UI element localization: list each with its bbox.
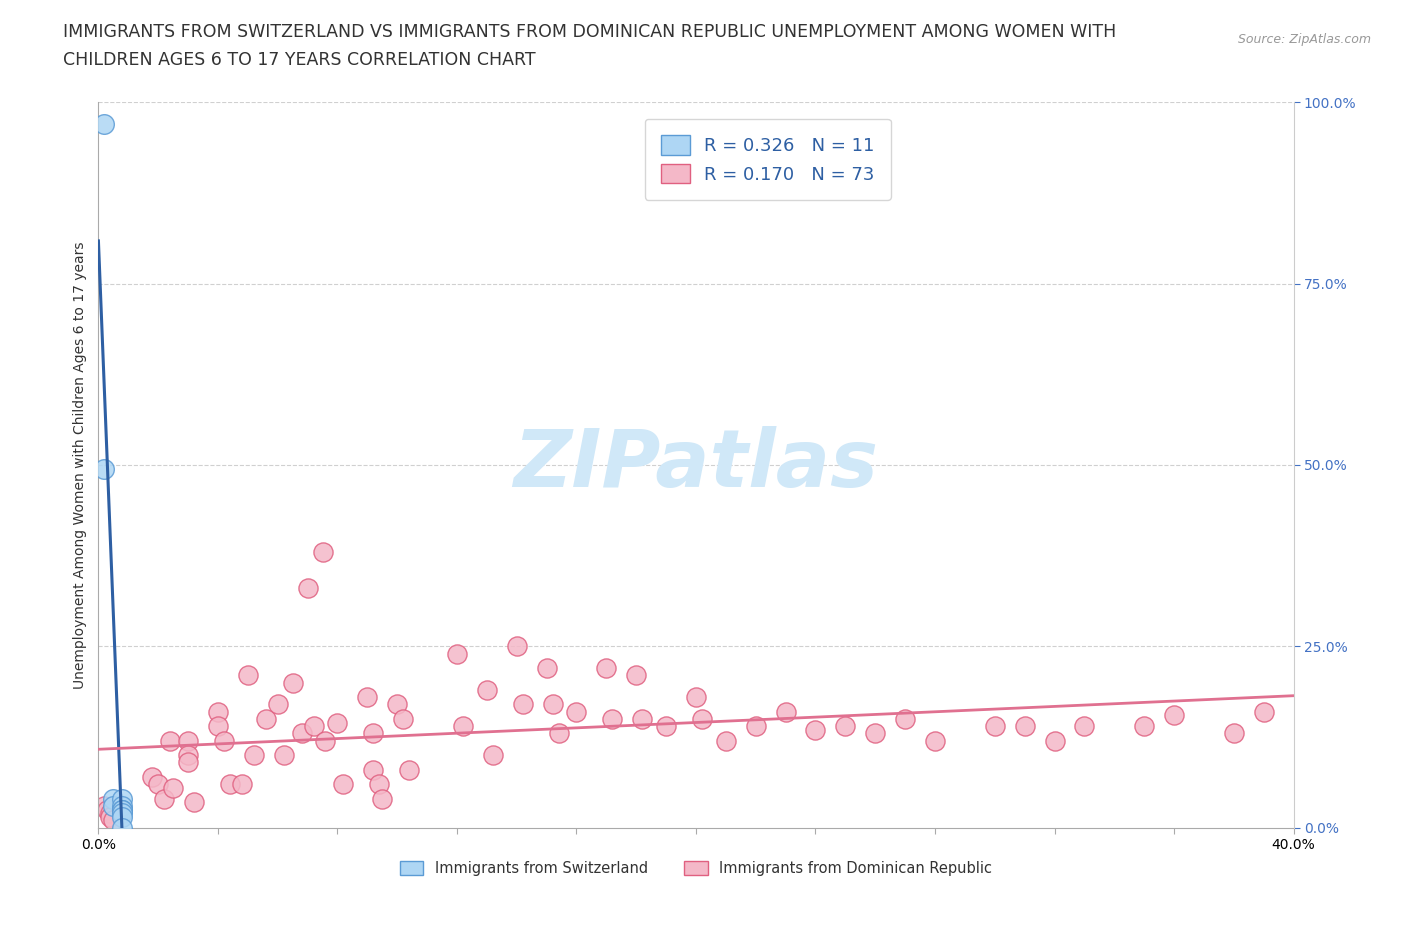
Point — [207, 719, 229, 734]
Point — [98, 805, 122, 820]
Point — [177, 733, 200, 748]
Point — [236, 668, 259, 683]
Point — [506, 639, 529, 654]
Text: ZIPatlas: ZIPatlas — [513, 426, 879, 504]
Point — [111, 791, 134, 806]
Point — [207, 704, 229, 719]
Point — [159, 733, 181, 748]
Text: Source: ZipAtlas.com: Source: ZipAtlas.com — [1237, 33, 1371, 46]
Point — [103, 813, 125, 828]
Point — [924, 733, 946, 748]
Point — [219, 777, 242, 791]
Point — [363, 726, 385, 741]
Legend: Immigrants from Switzerland, Immigrants from Dominican Republic: Immigrants from Switzerland, Immigrants … — [394, 856, 998, 882]
Point — [745, 719, 768, 734]
Point — [865, 726, 887, 741]
Point — [1043, 733, 1066, 748]
Point — [111, 802, 134, 817]
Point — [148, 777, 170, 791]
Point — [392, 711, 415, 726]
Point — [371, 791, 394, 806]
Point — [602, 711, 624, 726]
Text: CHILDREN AGES 6 TO 17 YEARS CORRELATION CHART: CHILDREN AGES 6 TO 17 YEARS CORRELATION … — [63, 51, 536, 69]
Point — [98, 809, 122, 824]
Point — [1014, 719, 1036, 734]
Y-axis label: Unemployment Among Women with Children Ages 6 to 17 years: Unemployment Among Women with Children A… — [73, 241, 87, 689]
Point — [297, 581, 319, 596]
Point — [631, 711, 654, 726]
Point — [1223, 726, 1246, 741]
Point — [93, 461, 115, 476]
Point — [451, 719, 474, 734]
Point — [804, 723, 827, 737]
Point — [690, 711, 713, 726]
Point — [626, 668, 648, 683]
Point — [243, 748, 266, 763]
Point — [1163, 708, 1185, 723]
Point — [141, 769, 163, 784]
Point — [1073, 719, 1095, 734]
Point — [356, 690, 378, 705]
Point — [332, 777, 354, 791]
Point — [1253, 704, 1275, 719]
Point — [655, 719, 678, 734]
Point — [291, 726, 314, 741]
Point — [475, 683, 498, 698]
Point — [103, 791, 125, 806]
Point — [96, 802, 118, 817]
Point — [311, 545, 333, 560]
Point — [326, 715, 349, 730]
Point — [177, 755, 200, 770]
Point — [111, 802, 134, 817]
Point — [212, 733, 235, 748]
Point — [183, 795, 205, 810]
Point — [103, 799, 125, 814]
Point — [541, 697, 564, 711]
Point — [267, 697, 290, 711]
Point — [368, 777, 391, 791]
Point — [273, 748, 295, 763]
Point — [834, 719, 856, 734]
Point — [153, 791, 176, 806]
Point — [446, 646, 468, 661]
Point — [302, 719, 325, 734]
Point — [894, 711, 917, 726]
Point — [231, 777, 253, 791]
Point — [281, 675, 304, 690]
Point — [93, 116, 115, 131]
Point — [177, 748, 200, 763]
Point — [111, 809, 134, 824]
Point — [536, 660, 558, 675]
Point — [363, 763, 385, 777]
Point — [565, 704, 588, 719]
Point — [512, 697, 534, 711]
Point — [315, 733, 337, 748]
Point — [547, 726, 569, 741]
Point — [111, 805, 134, 820]
Point — [685, 690, 707, 705]
Point — [482, 748, 505, 763]
Point — [775, 704, 797, 719]
Point — [714, 733, 737, 748]
Point — [111, 820, 134, 835]
Point — [162, 780, 184, 795]
Point — [984, 719, 1007, 734]
Point — [93, 799, 115, 814]
Text: IMMIGRANTS FROM SWITZERLAND VS IMMIGRANTS FROM DOMINICAN REPUBLIC UNEMPLOYMENT A: IMMIGRANTS FROM SWITZERLAND VS IMMIGRANT… — [63, 23, 1116, 41]
Point — [254, 711, 277, 726]
Point — [398, 763, 420, 777]
Point — [111, 799, 134, 814]
Point — [1133, 719, 1156, 734]
Point — [385, 697, 409, 711]
Point — [595, 660, 617, 675]
